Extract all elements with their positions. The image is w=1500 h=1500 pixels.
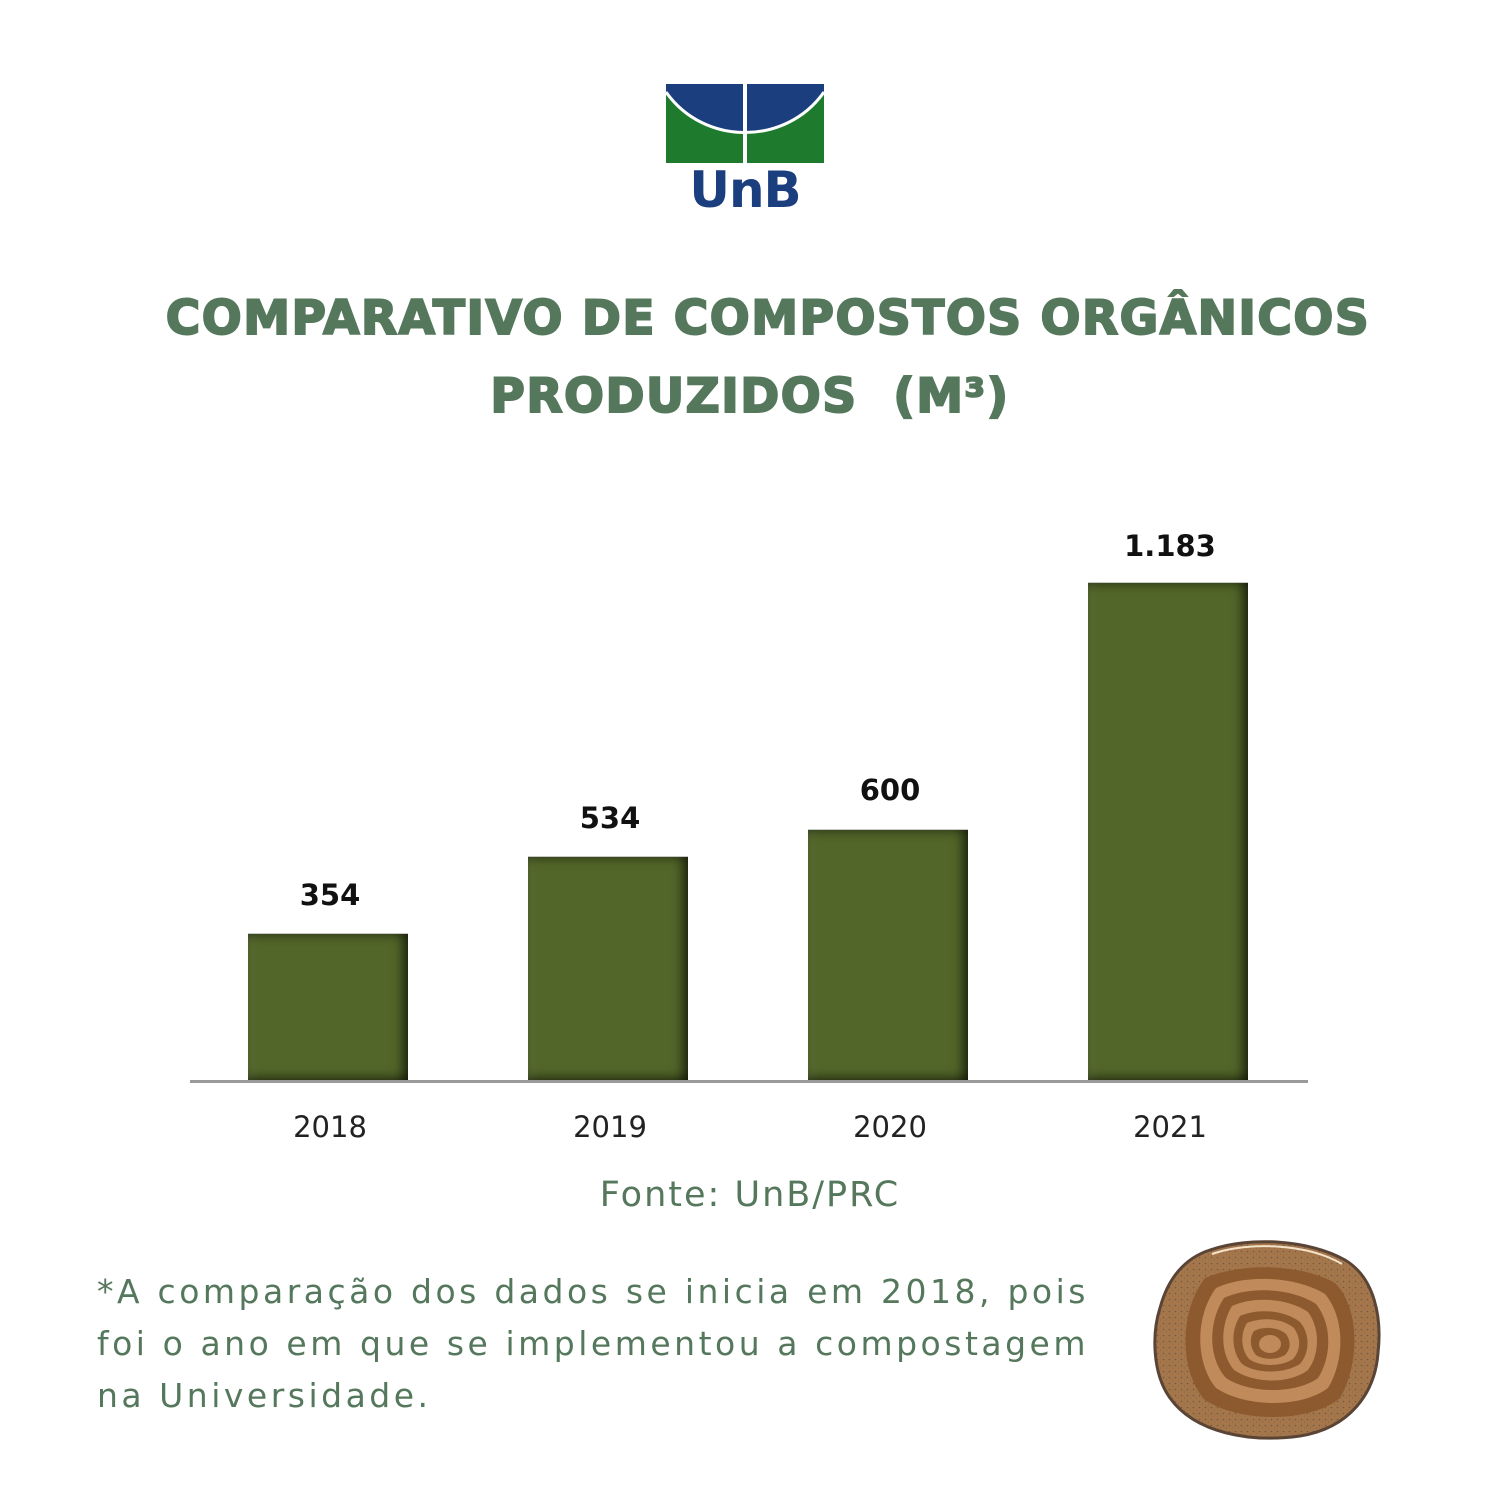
unb-logo: UnB (666, 84, 824, 219)
bar-2021 (1088, 582, 1248, 1082)
tree-stump-icon (1153, 1240, 1381, 1440)
footnote: *A comparação dos dados se inicia em 201… (97, 1272, 1089, 1415)
x-axis-line (190, 1080, 1308, 1083)
x-tick-label: 2021 (1133, 1110, 1207, 1144)
logo-text: UnB (689, 161, 801, 219)
bar-value-label: 354 (299, 878, 361, 912)
bar-value-label: 600 (859, 773, 921, 807)
x-tick-label: 2019 (573, 1110, 647, 1144)
bar-2018 (248, 933, 408, 1082)
x-tick-label: 2018 (293, 1110, 367, 1144)
bar-2020 (808, 829, 968, 1082)
unb-flag-icon (666, 84, 824, 163)
bar-value-label: 1.183 (1124, 529, 1216, 563)
source-caption: Fonte: UnB/PRC (599, 1175, 901, 1215)
title-line-1: COMPARATIVO DE COMPOSTOS ORGÂNICOS (165, 290, 1371, 347)
page-title: COMPARATIVO DE COMPOSTOS ORGÂNICOS PRODU… (0, 280, 1500, 436)
bar-2019 (528, 856, 688, 1082)
x-tick-label: 2020 (853, 1110, 927, 1144)
title-line-2: PRODUZIDOS (M³) (489, 368, 1010, 425)
bar-value-label: 534 (579, 801, 641, 835)
